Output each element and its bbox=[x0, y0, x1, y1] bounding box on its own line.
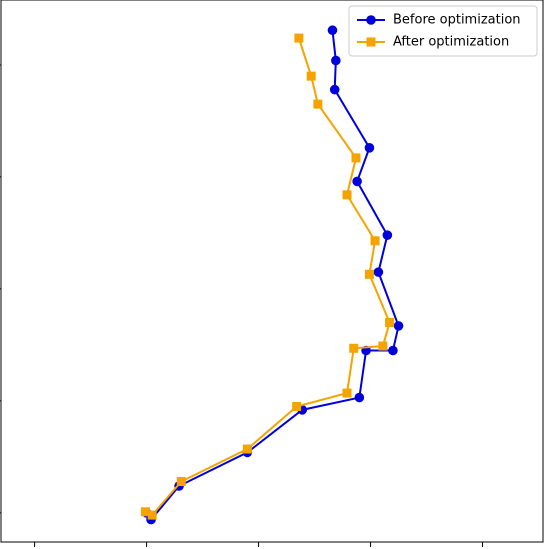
series-line bbox=[145, 30, 400, 522]
marker bbox=[294, 33, 304, 43]
marker bbox=[306, 71, 316, 81]
series bbox=[141, 25, 404, 525]
marker bbox=[292, 402, 302, 411]
legend-marker bbox=[366, 37, 376, 47]
marker bbox=[342, 388, 352, 398]
marker bbox=[382, 230, 393, 240]
marker bbox=[176, 477, 186, 487]
marker bbox=[329, 84, 340, 95]
marker bbox=[140, 507, 150, 517]
marker bbox=[373, 267, 384, 277]
legend-marker bbox=[366, 15, 376, 25]
legend: Before optimization After optimization bbox=[348, 5, 538, 57]
marker bbox=[352, 176, 362, 187]
series bbox=[140, 33, 395, 520]
marker bbox=[393, 321, 404, 331]
legend-label: Before optimization bbox=[393, 13, 521, 28]
series-line bbox=[145, 37, 391, 517]
marker bbox=[354, 392, 365, 403]
marker bbox=[378, 341, 388, 351]
legend-box bbox=[348, 5, 538, 57]
marker bbox=[342, 190, 352, 200]
marker bbox=[349, 343, 359, 353]
marker bbox=[327, 25, 338, 36]
marker bbox=[370, 236, 380, 246]
marker bbox=[147, 510, 157, 520]
marker bbox=[351, 153, 361, 163]
legend-label: After optimization bbox=[393, 35, 509, 50]
marker bbox=[364, 143, 375, 153]
marker bbox=[242, 444, 252, 454]
marker bbox=[388, 345, 398, 356]
marker bbox=[364, 269, 374, 279]
marker bbox=[331, 55, 341, 66]
marker bbox=[385, 318, 395, 328]
marker bbox=[313, 99, 323, 109]
